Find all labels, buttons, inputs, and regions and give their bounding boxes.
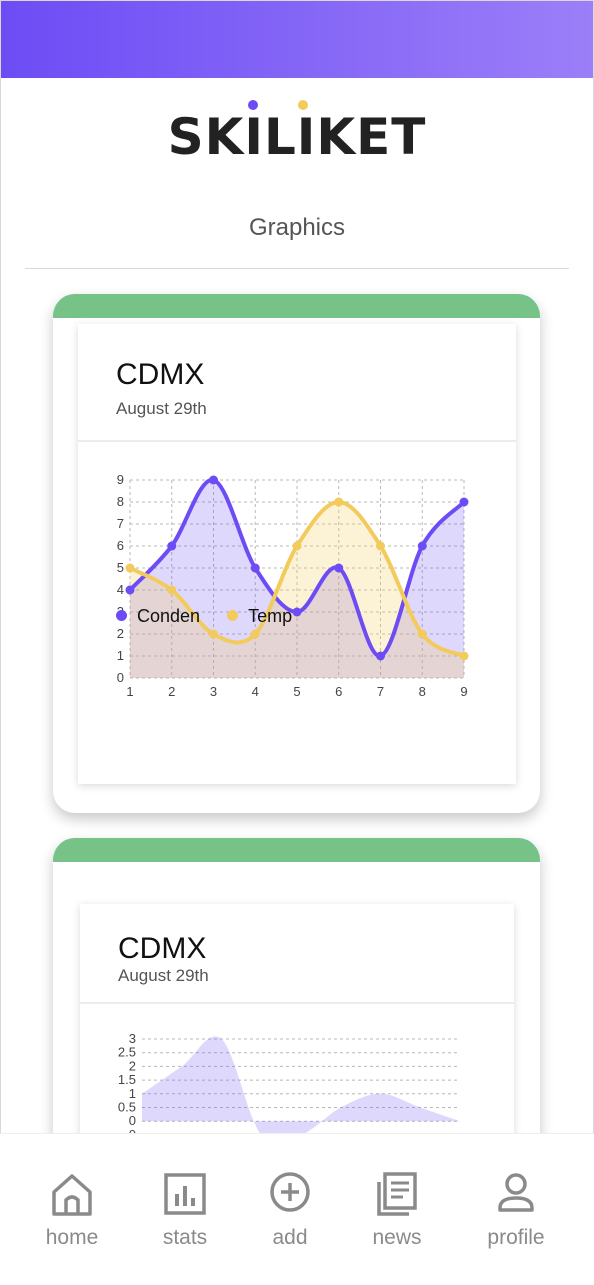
city-name: CDMX (118, 932, 207, 965)
nav-label: stats (162, 1226, 208, 1249)
top-bar (0, 0, 594, 78)
brand-name: SKILIKET (167, 108, 427, 166)
chart-panel: CDMX August 29th 0123456789123456789 Con… (78, 324, 516, 784)
data-point-temp (125, 563, 135, 573)
logo-dot-yellow (298, 100, 308, 110)
line-chart: 0123456789123456789 (117, 472, 469, 699)
y-tick-label: 1 (129, 1086, 136, 1101)
nav-label: news (372, 1226, 422, 1249)
y-tick-label: 8 (117, 494, 124, 509)
nav-add[interactable]: add (235, 1170, 345, 1250)
legend-label: Conden (137, 606, 201, 626)
y-tick-label: 5 (117, 560, 124, 575)
data-point-temp (376, 541, 385, 551)
data-point-temp (459, 651, 469, 661)
legend-item-temp: Temp (227, 606, 292, 627)
y-tick-label: 0 (129, 1113, 136, 1128)
chart-legend: Conden Temp (116, 606, 314, 627)
home-icon (52, 1174, 92, 1216)
stats-icon (164, 1173, 206, 1215)
bottom-nav: home stats add news pr (0, 1133, 594, 1285)
data-point-conden (376, 651, 385, 661)
series-area (142, 1036, 460, 1144)
x-tick-label: 5 (293, 684, 300, 699)
date-label: August 29th (118, 966, 209, 985)
y-tick-label: 4 (117, 582, 124, 597)
data-point-conden (125, 585, 135, 595)
y-tick-label: 2 (117, 626, 124, 641)
x-tick-label: 1 (126, 684, 133, 699)
y-tick-label: 6 (117, 538, 124, 553)
city-name: CDMX (116, 358, 205, 391)
card-header: CDMX August 29th (80, 904, 514, 1004)
data-point-conden (459, 497, 469, 507)
date-label: August 29th (116, 399, 207, 418)
logo: SKILIKET (0, 108, 594, 166)
data-point-temp (209, 629, 218, 639)
x-tick-label: 4 (252, 684, 259, 699)
x-tick-label: 7 (377, 684, 384, 699)
x-tick-label: 8 (419, 684, 426, 699)
data-point-conden (292, 607, 302, 617)
chart-card: CDMX August 29th 0123456789123456789 Con… (53, 294, 540, 813)
y-tick-label: 2 (129, 1058, 136, 1073)
x-tick-label: 6 (335, 684, 342, 699)
data-point-conden (250, 563, 260, 573)
page-title: Graphics (248, 214, 346, 241)
nav-stats[interactable]: stats (130, 1170, 240, 1250)
card-band (53, 294, 540, 318)
legend-swatch (227, 609, 239, 621)
y-tick-label: 7 (117, 516, 124, 531)
data-point-temp (250, 629, 260, 639)
profile-icon (498, 1173, 534, 1212)
data-point-conden (417, 541, 427, 551)
x-tick-label: 2 (168, 684, 175, 699)
data-point-temp (292, 541, 302, 551)
y-tick-label: 1 (117, 648, 124, 663)
card-band (53, 838, 540, 862)
divider (25, 268, 569, 269)
add-icon (270, 1172, 310, 1212)
data-point-conden (334, 563, 344, 573)
data-point-temp (417, 629, 427, 639)
nav-profile[interactable]: profile (461, 1170, 571, 1250)
y-tick-label: 2.5 (118, 1045, 136, 1060)
series-area-conden (130, 479, 464, 678)
y-tick-label: 3 (129, 1031, 136, 1046)
data-point-temp (167, 585, 177, 595)
data-point-conden (209, 475, 218, 485)
nav-label: add (272, 1226, 308, 1249)
nav-news[interactable]: news (342, 1170, 452, 1250)
x-tick-label: 3 (210, 684, 217, 699)
logo-dot-purple (248, 100, 258, 110)
card-header: CDMX August 29th (78, 324, 516, 442)
data-point-conden (167, 541, 177, 551)
y-tick-label: 0.5 (118, 1100, 136, 1115)
legend-label: Temp (248, 606, 293, 626)
legend-item-conden: Conden (116, 606, 200, 627)
nav-home[interactable]: home (17, 1170, 127, 1250)
y-tick-label: 1.5 (118, 1072, 136, 1087)
y-tick-label: 0 (117, 670, 124, 685)
y-tick-label: 9 (117, 472, 124, 487)
x-tick-label: 9 (460, 684, 467, 699)
data-point-temp (334, 497, 344, 507)
news-icon (377, 1172, 417, 1216)
legend-swatch (116, 609, 127, 621)
nav-label: profile (487, 1226, 545, 1249)
nav-label: home (45, 1226, 99, 1249)
